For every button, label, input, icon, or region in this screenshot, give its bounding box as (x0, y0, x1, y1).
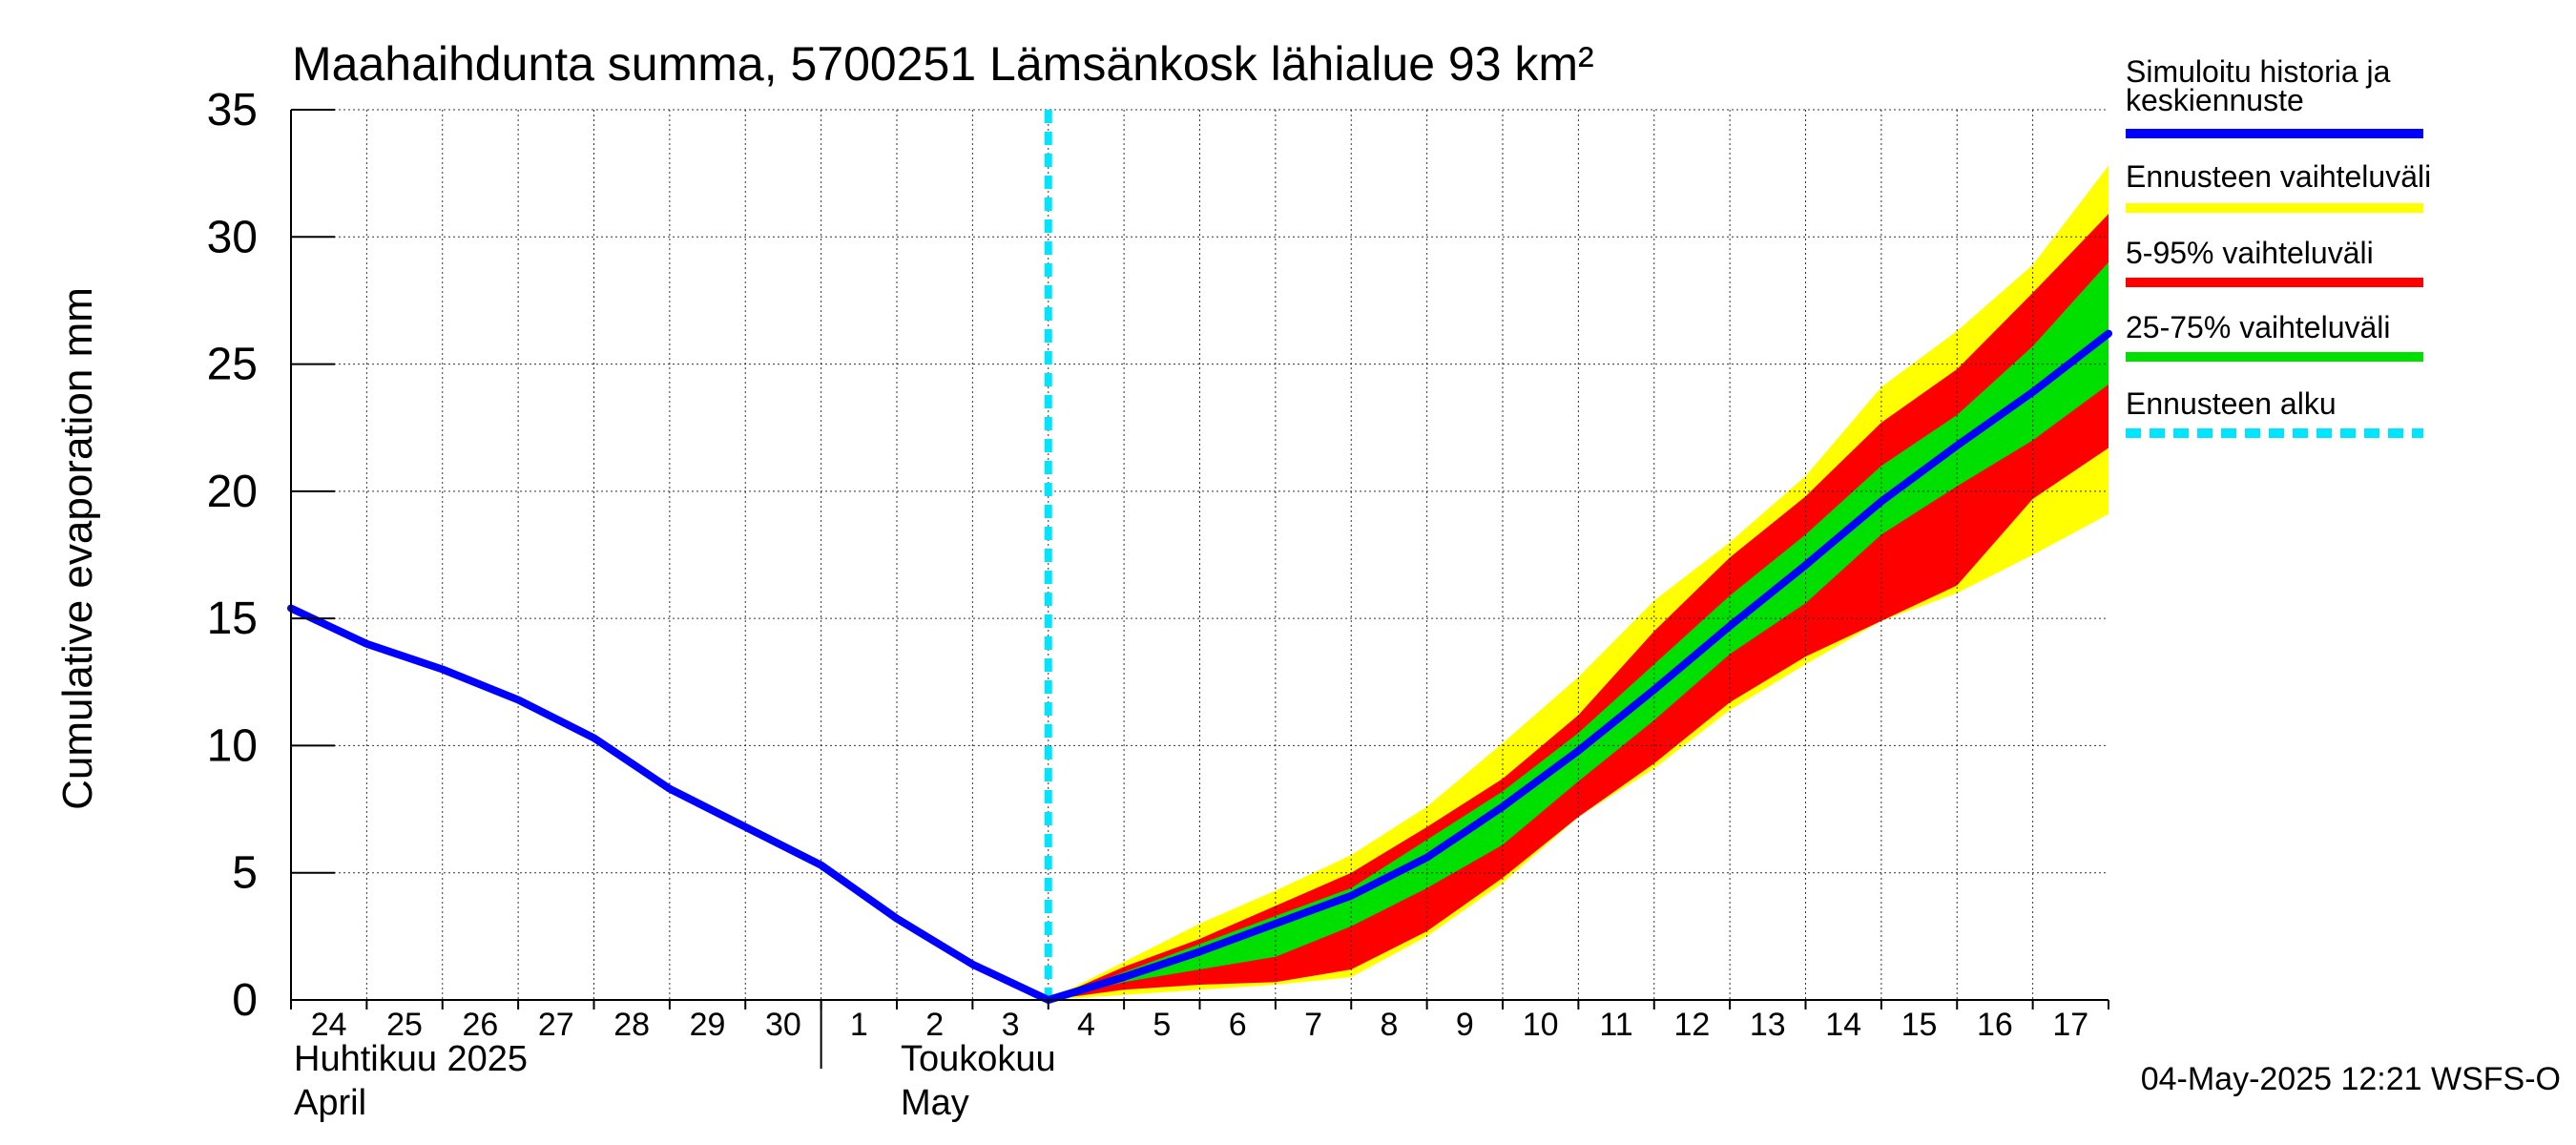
y-tick-label: 15 (207, 593, 258, 644)
month-label-line2: April (294, 1083, 366, 1123)
month-label-line2: May (901, 1083, 969, 1123)
y-tick-label: 20 (207, 467, 258, 517)
y-tick-label: 0 (232, 975, 258, 1026)
x-tick-label: 27 (538, 1007, 574, 1043)
x-tick-label: 17 (2052, 1007, 2088, 1043)
legend-label: 5-95% vaihteluväli (2126, 236, 2374, 270)
month-label-line1: Huhtikuu 2025 (294, 1039, 528, 1079)
y-tick-label: 25 (207, 340, 258, 390)
series-lines (287, 110, 2112, 1004)
x-tick-label: 1 (850, 1007, 868, 1043)
x-tick-label: 28 (613, 1007, 650, 1043)
x-tick-label: 24 (311, 1007, 347, 1043)
x-tick-label: 2 (925, 1007, 944, 1043)
axes (290, 109, 2109, 1069)
legend-label: 25-75% vaihteluväli (2126, 310, 2391, 344)
x-tick-label: 7 (1304, 1007, 1322, 1043)
x-tick-label: 30 (765, 1007, 801, 1043)
y-tick-label: 5 (232, 848, 258, 899)
x-tick-label: 16 (1977, 1007, 2013, 1043)
series-line-1 (287, 329, 2112, 1004)
legend-label: keskiennuste (2126, 83, 2304, 117)
x-tick-label: 13 (1750, 1007, 1786, 1043)
x-tick-label: 10 (1523, 1007, 1559, 1043)
x-tick-label: 15 (1901, 1007, 1938, 1043)
x-tick-label: 25 (386, 1007, 423, 1043)
x-tick-label: 6 (1229, 1007, 1247, 1043)
x-tick-label: 29 (690, 1007, 726, 1043)
y-tick-label: 35 (207, 85, 258, 135)
legend-label: Simuloitu historia ja (2126, 54, 2391, 89)
y-tick-label: 10 (207, 720, 258, 771)
y-tick-label: 30 (207, 212, 258, 262)
footer-timestamp: 04-May-2025 12:21 WSFS-O (2141, 1061, 2561, 1097)
x-tick-label: 12 (1674, 1007, 1711, 1043)
legend-label: Ennusteen alku (2126, 386, 2337, 421)
x-tick-label: 3 (1002, 1007, 1020, 1043)
x-tick-label: 11 (1599, 1007, 1632, 1043)
month-label-line1: Toukokuu (901, 1039, 1056, 1079)
forecast-bands (1048, 165, 2109, 1001)
x-tick-label: 8 (1380, 1007, 1398, 1043)
x-tick-label: 4 (1077, 1007, 1095, 1043)
x-tick-label: 26 (463, 1007, 499, 1043)
grid-lines (291, 109, 2109, 1000)
legend-label: Ennusteen vaihteluväli (2126, 159, 2431, 194)
x-tick-label: 14 (1825, 1007, 1861, 1043)
x-tick-label: 9 (1456, 1007, 1474, 1043)
band-2 (1048, 214, 2109, 1001)
y-axis-label: Cumulative evaporation mm (54, 287, 101, 810)
x-tick-label: 5 (1153, 1007, 1171, 1043)
chart-title: Maahaihdunta summa, 5700251 Lämsänkosk l… (292, 37, 1594, 91)
